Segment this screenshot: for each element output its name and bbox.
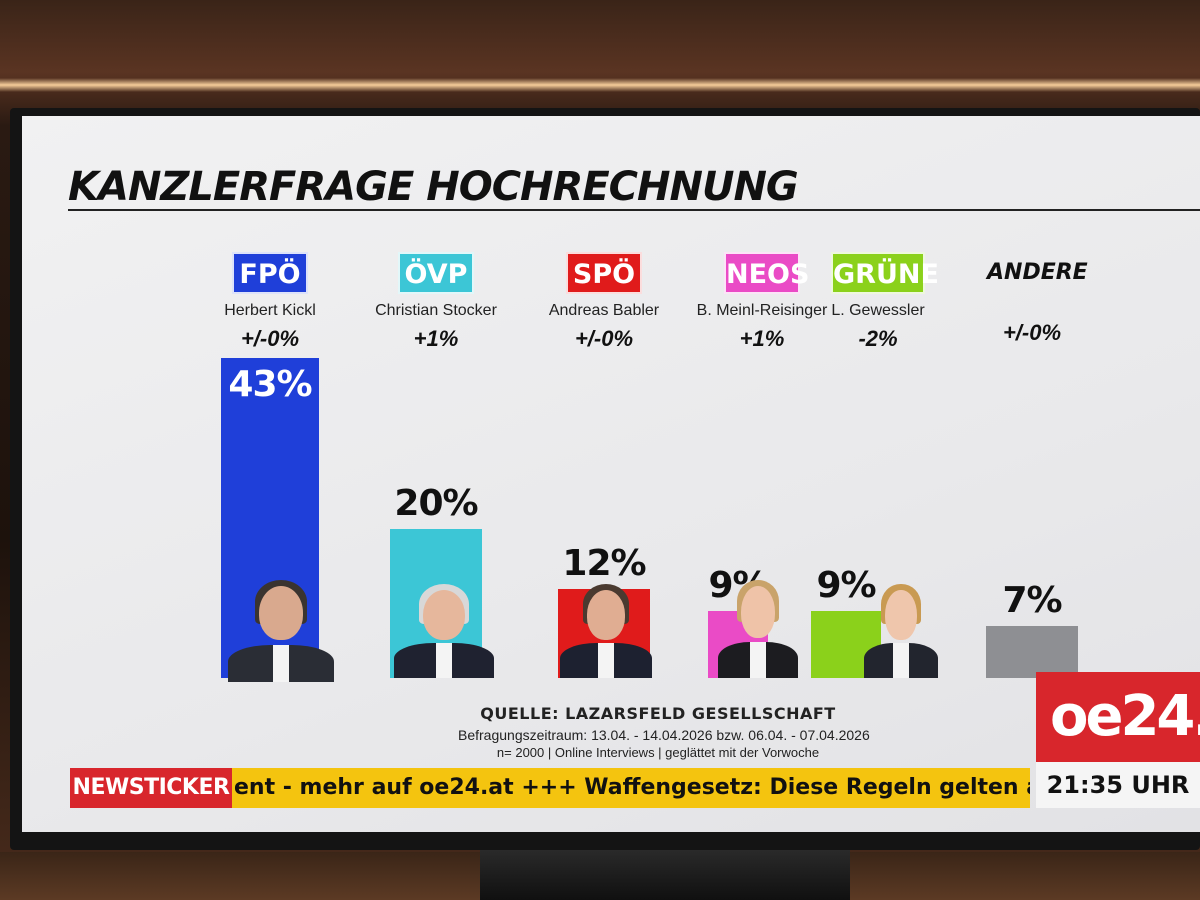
tv-stand [480,848,850,900]
source-title: QUELLE: LAZARSFELD GESELLSCHAFT [480,704,836,723]
party-label-fpoe: FPÖ [232,252,308,294]
party-label-spoe: SPÖ [566,252,642,294]
source-note: QUELLE: LAZARSFELD GESELLSCHAFT Befragun… [458,704,870,760]
candidate-name-neos: B. Meinl-Reisinger [696,302,828,319]
value-label-gruene: 9% [816,565,876,607]
candidate-photo-spoe [560,582,652,678]
candidate-name-oevp: Christian Stocker [375,302,497,319]
value-label-oevp: 20% [394,483,478,525]
newsticker-text: ent - mehr auf oe24.at +++ Waffengesetz:… [232,768,1030,808]
oe24-logo: oe24.T [1036,672,1200,762]
party-label-neos: NEOS [724,252,809,294]
title-rule [68,209,1200,211]
sample-info: n= 2000 | Online Interviews | geglättet … [496,745,820,760]
bar-andere [986,625,1078,678]
candidate-photo-neos [718,578,798,678]
candidate-name-spoe: Andreas Babler [548,302,660,319]
candidate-photo-oevp [394,582,494,678]
change-fpoe: +/-0% [240,326,300,351]
value-label-spoe: 12% [562,542,646,584]
party-label-andere: ANDERE [987,260,1088,285]
chart-title: KANZLERFRAGE HOCHRECHNUNG [68,164,799,210]
tv-screen: KANZLERFRAGE HOCHRECHNUNG FPÖ Herbert Kic… [22,116,1200,832]
party-label-gruene: GRÜNE [831,252,939,294]
value-label-fpoe: 43% [228,364,312,405]
bar-chart: FPÖ Herbert Kickl +/-0% 43% ÖVP Christian Sto… [22,116,1200,832]
change-spoe: +/-0% [574,326,634,351]
ceiling-light [0,78,1200,92]
candidate-name-gruene: L. Gewessler [831,302,925,319]
party-label-oevp: ÖVP [398,252,474,294]
clock: 21:35 UHR [1036,762,1200,808]
candidate-name-fpoe: Herbert Kickl [224,302,316,319]
candidate-photo-gruene [864,582,938,678]
newsticker-label: NEWSTICKER [70,768,232,808]
candidate-photo-fpoe [228,578,334,682]
change-gruene: -2% [858,326,898,351]
change-andere: +/-0% [1002,320,1062,345]
value-label-andere: 7% [1002,579,1062,621]
change-neos: +1% [739,326,785,351]
survey-period: Befragungszeitraum: 13.04. - 14.04.2026 … [458,727,870,743]
change-oevp: +1% [413,326,459,351]
